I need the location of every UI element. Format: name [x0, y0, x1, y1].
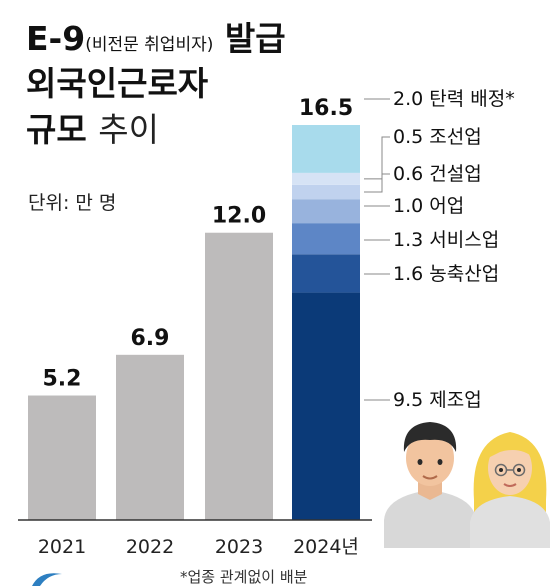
segment-탄력 배정*	[292, 125, 360, 173]
segment-어업	[292, 199, 360, 224]
segment-label-탄력 배정*: 2.0 탄력 배정*	[393, 88, 515, 110]
female-worker-icon	[470, 432, 550, 548]
publisher-logo-icon	[32, 573, 62, 586]
connector-조선업	[364, 136, 390, 180]
segment-서비스업	[292, 223, 360, 255]
segment-농축산업	[292, 254, 360, 293]
footnote: *업종 관계없이 배분	[180, 568, 308, 586]
category-label-2024년: 2024년	[293, 536, 359, 558]
title-line-3: 규모 추이	[26, 113, 159, 146]
segment-label-조선업: 0.5 조선업	[393, 126, 482, 148]
segment-label-제조업: 9.5 제조업	[393, 389, 482, 411]
category-label-2021: 2021	[38, 536, 86, 558]
bar-2023	[205, 232, 273, 520]
title-light: 추이	[98, 110, 159, 149]
segment-label-어업: 1.0 어업	[393, 195, 464, 217]
value-label-2022: 6.9	[131, 326, 170, 351]
title-paren: (비전문 취업비자)	[85, 35, 214, 55]
connector-건설업	[364, 173, 390, 193]
male-worker-icon	[384, 422, 476, 548]
title-line-2: 외국인근로자	[26, 64, 209, 103]
title-end: 발급	[224, 19, 286, 58]
title-line-1: E-9(비전문 취업비자) 발급	[26, 22, 286, 55]
title-main: E-9	[26, 19, 86, 58]
value-label-2023: 12.0	[212, 204, 266, 229]
segment-제조업	[292, 292, 360, 520]
value-label-2021: 5.2	[43, 367, 82, 392]
title-bold: 규모	[26, 110, 87, 149]
category-label-2022: 2022	[126, 536, 174, 558]
unit-label: 단위: 만 명	[28, 192, 117, 214]
segment-label-농축산업: 1.6 농축산업	[393, 263, 499, 285]
segment-label-건설업: 0.6 건설업	[393, 163, 482, 185]
bar-2022	[116, 354, 184, 520]
category-label-2023: 2023	[215, 536, 263, 558]
bar-2021	[28, 395, 96, 520]
segment-조선업	[292, 172, 360, 185]
segment-label-서비스업: 1.3 서비스업	[393, 229, 499, 251]
value-label-2024년: 16.5	[299, 96, 353, 121]
segment-건설업	[292, 184, 360, 200]
